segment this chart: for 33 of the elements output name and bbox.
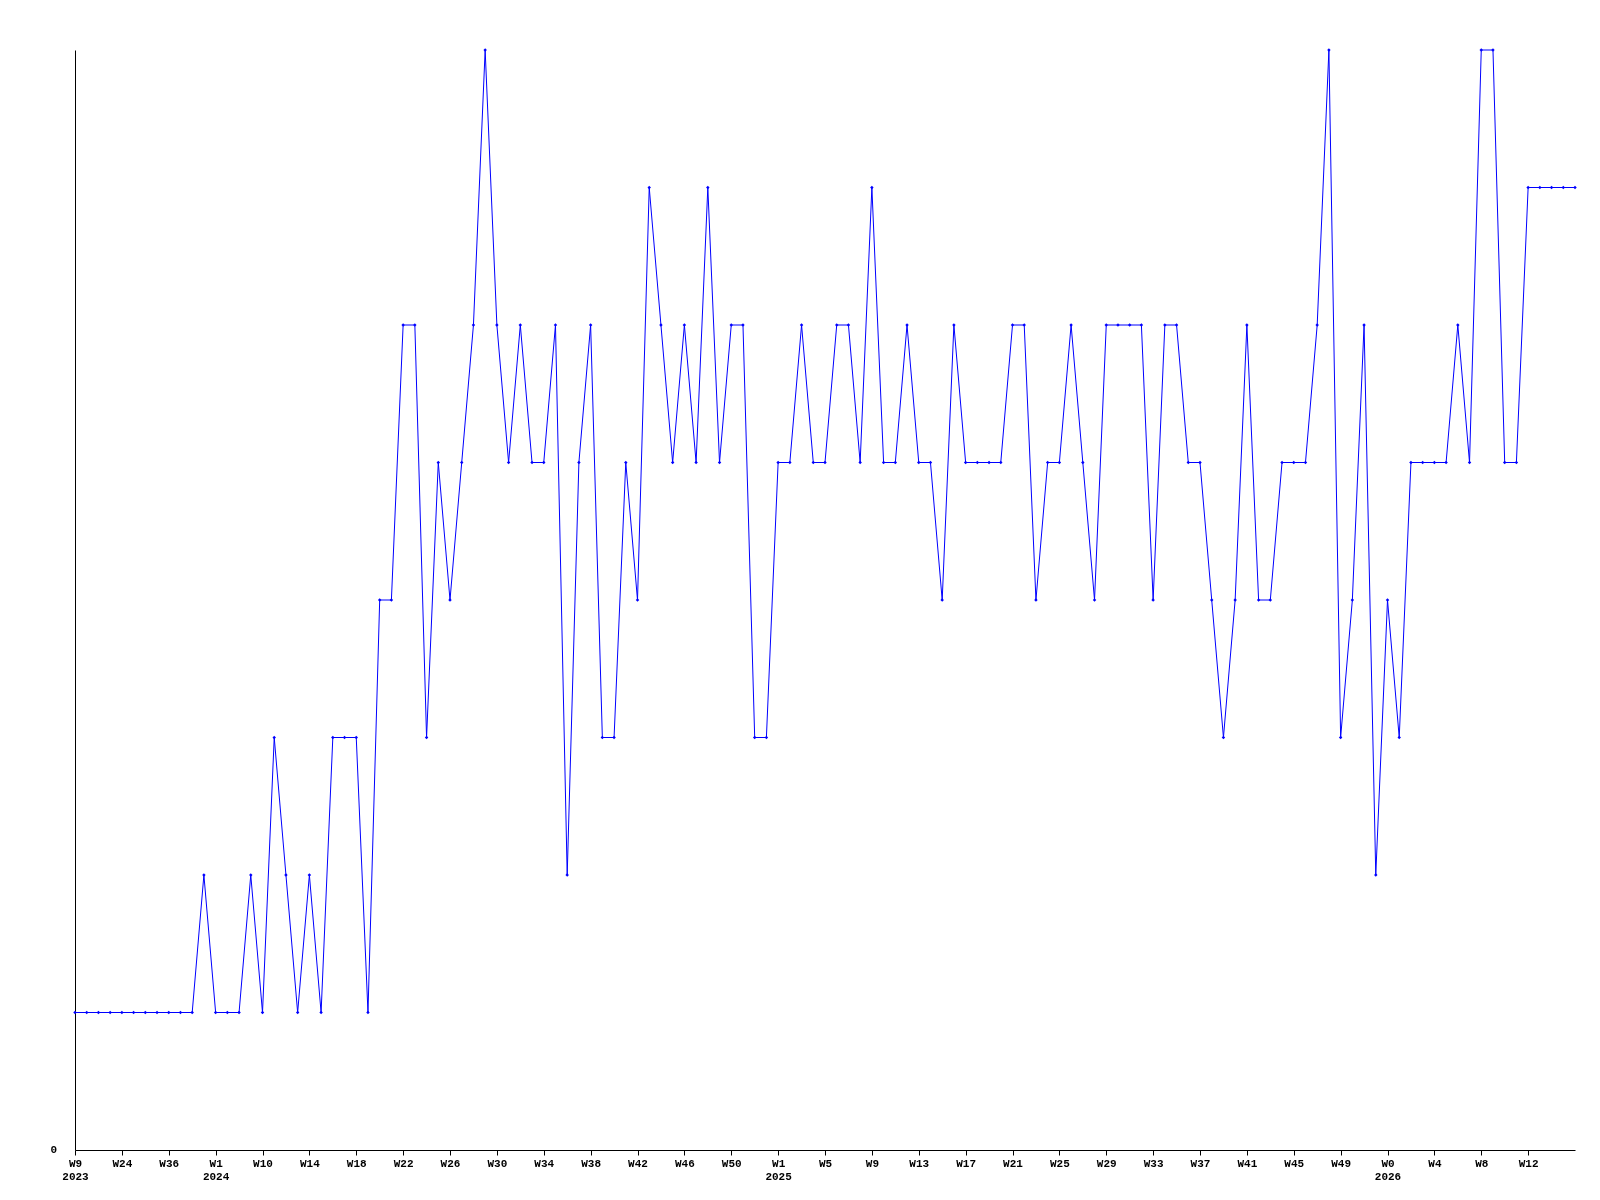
x-tick-label: W14 [299,1157,321,1170]
x-tick-label: W10 [253,1157,273,1170]
x-tick-label: W12 [1518,1157,1539,1170]
x-tick-label: W0 2026 [1374,1157,1402,1183]
x-tick-label: W4 [1428,1157,1442,1170]
x-tick-label: W30 [487,1157,508,1170]
x-tick-label: W9 2023 [62,1157,90,1183]
x-tick-label: W1 2025 [765,1157,793,1183]
x-tick-label: W42 [628,1157,648,1170]
x-tick-label: W33 [1143,1157,1164,1170]
x-tick-label: W9 [865,1157,879,1170]
x-tick-label: W24 [112,1157,133,1170]
x-tick-label: W45 [1284,1157,1305,1170]
x-tick-label: W22 [393,1157,414,1170]
text: 0 [50,1144,57,1156]
x-tick-label: W41 [1237,1157,1258,1170]
x-tick-label: W13 [909,1157,930,1170]
x-tick-label: W49 [1331,1157,1352,1170]
x-tick-label: W18 [346,1157,368,1170]
x-tick-label: W46 [674,1157,695,1170]
x-tick-label: W25 [1049,1157,1071,1170]
x-tick-label: W50 [721,1157,742,1170]
x-tick-label: W1 2024 [202,1157,230,1183]
x-tick-label: W26 [440,1157,461,1170]
x-tick-label: W36 [159,1157,180,1170]
x-tick-label: W21 [1003,1157,1024,1170]
x-tick-label: W34 [534,1157,555,1170]
x-tick-label: W17 [956,1157,977,1170]
x-tick-label: W37 [1190,1157,1211,1170]
x-tick-label: W29 [1096,1157,1117,1170]
x-tick-label: W38 [581,1157,602,1170]
x-tick-label: W8 [1475,1157,1489,1170]
x-tick-label: W5 [818,1157,833,1170]
